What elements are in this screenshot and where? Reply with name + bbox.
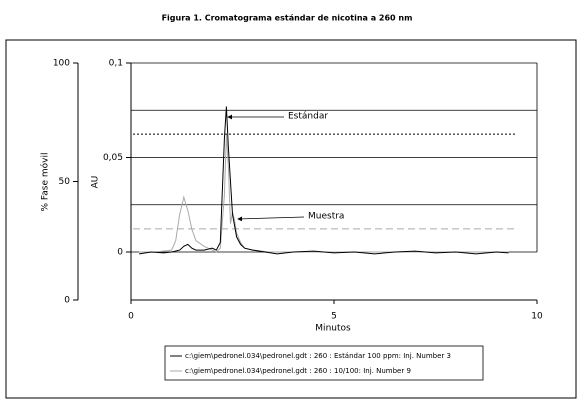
series-line (139, 106, 509, 255)
annotation-arrow (237, 216, 305, 222)
annotation: Estándar (288, 112, 328, 122)
x-tick-label: 5 (331, 312, 337, 322)
y-axis-label: AU (91, 176, 101, 189)
y2-tick-label: 0 (64, 296, 70, 306)
x-tick-label: 10 (531, 312, 543, 322)
y2-tick-label: 50 (59, 177, 71, 187)
y-tick-label: 0 (117, 247, 123, 257)
x-tick-label: 0 (128, 312, 134, 322)
x-axis-label: Minutos (315, 324, 351, 334)
y-tick-label: 0,05 (103, 153, 123, 163)
y2-tick-label: 100 (53, 59, 70, 69)
y-tick-label: 0,1 (109, 59, 123, 69)
legend-label: c:\giem\pedronel.034\pedronel.gdt : 260 … (185, 352, 451, 360)
frame (5, 39, 577, 399)
chart-title: Figura 1. Cromatograma estándar de nicot… (162, 14, 413, 23)
y2-axis-label: % Fase móvil (40, 153, 51, 212)
legend-box (164, 345, 484, 381)
legend-label: c:\giem\pedronel.034\pedronel.gdt : 260 … (185, 367, 411, 375)
annotation: Muestra (308, 212, 344, 222)
series-line (139, 134, 509, 253)
